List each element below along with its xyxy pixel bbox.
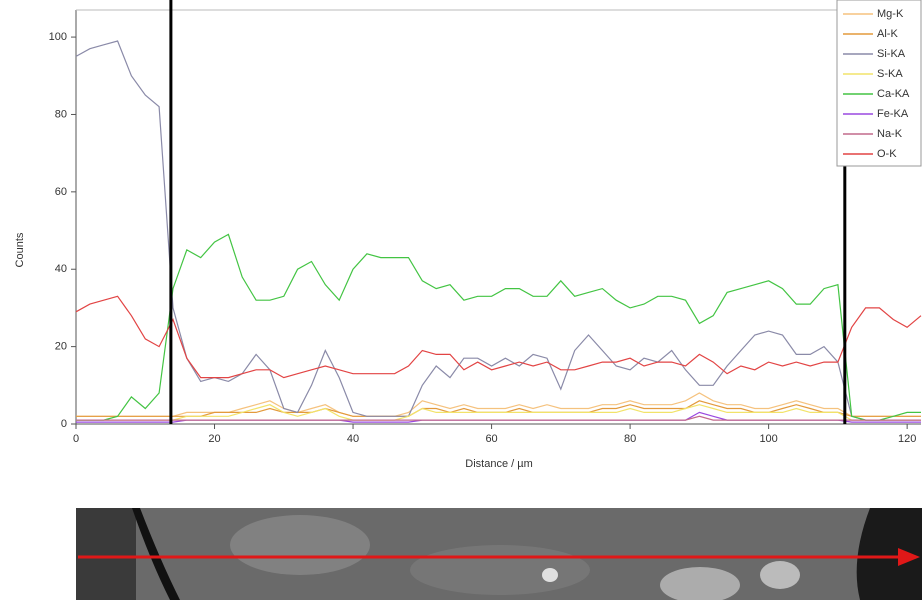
- legend-label: Fe-KA: [877, 108, 909, 120]
- x-tick-label: 60: [485, 433, 497, 445]
- legend-label: O-K: [877, 148, 897, 160]
- legend-label: Al-K: [877, 28, 898, 40]
- y-tick-label: 0: [61, 418, 67, 430]
- series-line: [75, 40, 921, 421]
- x-axis-label: Distance / µm: [465, 458, 532, 470]
- x-tick-label: 120: [898, 433, 916, 445]
- y-axis-label: Counts: [14, 232, 26, 267]
- series-line: [76, 233, 921, 421]
- legend-label: Si-KA: [877, 48, 906, 60]
- series-line: [76, 404, 921, 421]
- x-tick-label: 80: [624, 433, 636, 445]
- y-tick-label: 20: [55, 341, 67, 353]
- x-tick-label: 20: [208, 433, 220, 445]
- legend-label: Ca-KA: [877, 88, 910, 100]
- x-tick-label: 100: [759, 433, 777, 445]
- y-tick-label: 40: [55, 263, 67, 275]
- legend-box: [836, 0, 922, 167]
- series-line: [76, 415, 921, 421]
- legend-label: Mg-K: [877, 8, 904, 20]
- legend-label: Na-K: [877, 128, 903, 140]
- y-tick-label: 100: [49, 31, 67, 43]
- y-tick-label: 60: [55, 186, 67, 198]
- x-tick-label: 0: [73, 433, 79, 445]
- y-tick-label: 80: [55, 108, 67, 120]
- series-line: [75, 295, 922, 379]
- micrograph: [76, 508, 922, 603]
- legend-label: S-KA: [877, 68, 903, 80]
- x-tick-label: 40: [347, 433, 359, 445]
